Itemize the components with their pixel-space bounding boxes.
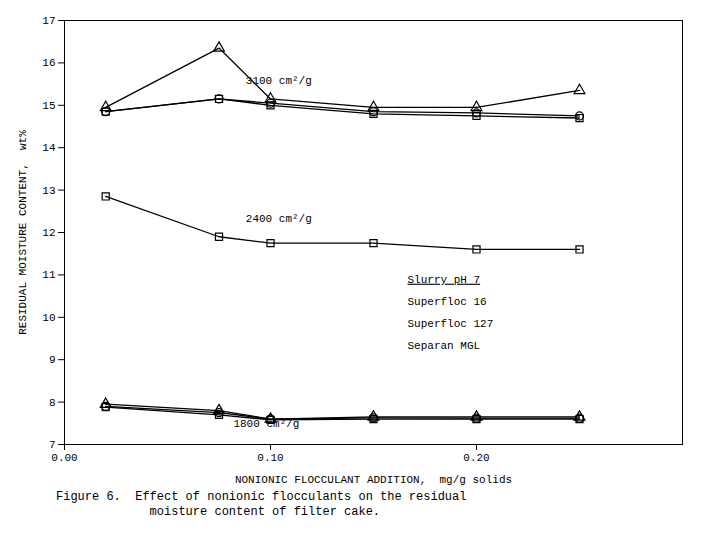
svg-text:13: 13 bbox=[42, 185, 55, 197]
svg-text:15: 15 bbox=[42, 100, 55, 112]
svg-text:7: 7 bbox=[49, 439, 56, 451]
html-text:Figure 6. Effect of nonionic f: Figure 6. Effect of nonionic flocculants… bbox=[56, 490, 467, 504]
svg-text:9: 9 bbox=[49, 354, 56, 366]
svg-text:1800 cm²/g: 1800 cm²/g bbox=[233, 418, 299, 430]
svg-text:Slurry pH 7: Slurry pH 7 bbox=[407, 274, 480, 286]
svg-text:14: 14 bbox=[42, 142, 56, 154]
svg-text:NONIONIC FLOCCULANT ADDITION,: NONIONIC FLOCCULANT ADDITION, mg/g solid… bbox=[235, 474, 512, 486]
svg-text:16: 16 bbox=[42, 57, 55, 69]
svg-text:Separan MGL: Separan MGL bbox=[407, 340, 480, 352]
svg-text:8: 8 bbox=[49, 397, 56, 409]
svg-text:3100 cm²/g: 3100 cm²/g bbox=[246, 75, 312, 87]
svg-text:11: 11 bbox=[42, 269, 56, 281]
svg-text:17: 17 bbox=[42, 15, 55, 27]
svg-text:0.20: 0.20 bbox=[463, 452, 489, 464]
svg-text:Superfloc 16: Superfloc 16 bbox=[407, 296, 486, 308]
html-text:moisture content of filter cak: moisture content of filter cake. bbox=[56, 505, 381, 519]
svg-text:0.10: 0.10 bbox=[257, 452, 283, 464]
svg-text:12: 12 bbox=[42, 227, 55, 239]
svg-text:2400 cm²/g: 2400 cm²/g bbox=[246, 213, 312, 225]
svg-text:Superfloc 127: Superfloc 127 bbox=[407, 318, 493, 330]
svg-text:0.00: 0.00 bbox=[51, 452, 77, 464]
svg-text:RESIDUAL MOISTURE CONTENT, wt: RESIDUAL MOISTURE CONTENT, wt% bbox=[17, 130, 29, 335]
svg-text:10: 10 bbox=[42, 312, 55, 324]
